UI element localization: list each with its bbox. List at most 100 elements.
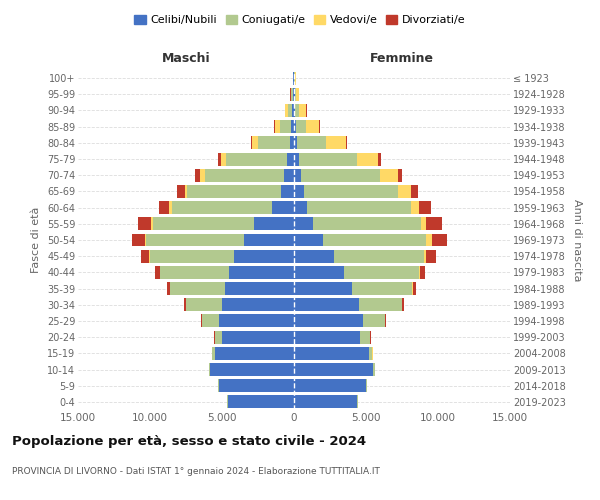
Bar xyxy=(398,185,410,198)
Bar xyxy=(284,104,286,117)
Text: Maschi: Maschi xyxy=(161,52,211,65)
Bar xyxy=(297,136,326,149)
Bar xyxy=(244,234,294,246)
Bar xyxy=(334,250,424,262)
Bar xyxy=(169,201,172,214)
Bar xyxy=(294,363,373,376)
Bar xyxy=(272,201,294,214)
Bar xyxy=(202,314,219,328)
Bar xyxy=(284,169,294,181)
Bar xyxy=(233,250,294,262)
Bar xyxy=(292,88,293,101)
Bar xyxy=(294,298,359,311)
Bar xyxy=(251,136,252,149)
Bar xyxy=(178,185,185,198)
Bar xyxy=(294,120,296,133)
Bar xyxy=(146,234,244,246)
Bar xyxy=(225,282,294,295)
Bar xyxy=(149,250,150,262)
Bar xyxy=(373,363,374,376)
Bar xyxy=(209,363,211,376)
Legend: Celibi/Nubili, Coniugati/e, Vedovi/e, Divorziati/e: Celibi/Nubili, Coniugati/e, Vedovi/e, Di… xyxy=(130,10,470,30)
Bar xyxy=(228,396,294,408)
Bar xyxy=(172,201,272,214)
Bar xyxy=(222,298,294,311)
Bar xyxy=(219,314,294,328)
Bar xyxy=(424,250,426,262)
Bar xyxy=(427,234,431,246)
Bar xyxy=(184,298,186,311)
Bar xyxy=(294,234,323,246)
Bar xyxy=(380,169,398,181)
Bar xyxy=(356,152,378,166)
Bar xyxy=(200,169,205,181)
Bar xyxy=(294,152,299,166)
Bar xyxy=(281,185,294,198)
Bar xyxy=(352,282,412,295)
Bar xyxy=(294,282,352,295)
Bar xyxy=(421,266,425,279)
Bar xyxy=(366,379,367,392)
Bar xyxy=(291,120,294,133)
Bar xyxy=(344,266,419,279)
Text: PROVINCIA DI LIVORNO - Dati ISTAT 1° gennaio 2024 - Elaborazione TUTTITALIA.IT: PROVINCIA DI LIVORNO - Dati ISTAT 1° gen… xyxy=(12,468,380,476)
Bar xyxy=(294,218,313,230)
Bar xyxy=(150,250,233,262)
Bar xyxy=(254,218,294,230)
Bar xyxy=(286,104,287,117)
Text: Popolazione per età, sesso e stato civile - 2024: Popolazione per età, sesso e stato civil… xyxy=(12,435,366,448)
Bar xyxy=(296,88,299,101)
Bar xyxy=(294,250,334,262)
Bar xyxy=(294,201,307,214)
Bar xyxy=(201,314,202,328)
Bar xyxy=(294,396,358,408)
Bar xyxy=(274,120,275,133)
Bar xyxy=(222,330,294,344)
Bar xyxy=(294,379,366,392)
Bar xyxy=(153,218,254,230)
Bar xyxy=(294,266,344,279)
Bar xyxy=(215,330,222,344)
Bar xyxy=(252,136,258,149)
Bar xyxy=(385,314,386,328)
Bar xyxy=(145,234,146,246)
Bar xyxy=(294,88,295,101)
Bar xyxy=(402,298,404,311)
Bar xyxy=(292,104,294,117)
Text: Femmine: Femmine xyxy=(370,52,434,65)
Bar xyxy=(229,266,294,279)
Bar xyxy=(185,185,187,198)
Bar xyxy=(410,201,419,214)
Bar xyxy=(294,347,369,360)
Bar xyxy=(294,136,297,149)
Bar xyxy=(293,72,294,85)
Bar xyxy=(319,120,320,133)
Bar xyxy=(326,136,346,149)
Bar xyxy=(295,88,296,101)
Bar xyxy=(219,379,294,392)
Bar xyxy=(226,152,287,166)
Bar xyxy=(258,136,290,149)
Bar xyxy=(287,104,292,117)
Bar xyxy=(431,234,446,246)
Bar xyxy=(359,298,402,311)
Bar xyxy=(167,282,170,295)
Bar xyxy=(421,218,427,230)
Bar xyxy=(299,104,306,117)
Bar xyxy=(205,169,284,181)
Bar xyxy=(294,314,363,328)
Bar xyxy=(160,266,229,279)
Y-axis label: Fasce di età: Fasce di età xyxy=(31,207,41,273)
Bar xyxy=(304,185,398,198)
Bar xyxy=(211,363,294,376)
Bar xyxy=(410,185,418,198)
Bar xyxy=(295,72,296,85)
Bar xyxy=(294,104,295,117)
Bar xyxy=(419,266,421,279)
Bar xyxy=(398,169,402,181)
Bar xyxy=(196,169,200,181)
Bar xyxy=(275,120,280,133)
Bar xyxy=(313,218,421,230)
Bar xyxy=(426,250,436,262)
Bar xyxy=(138,218,151,230)
